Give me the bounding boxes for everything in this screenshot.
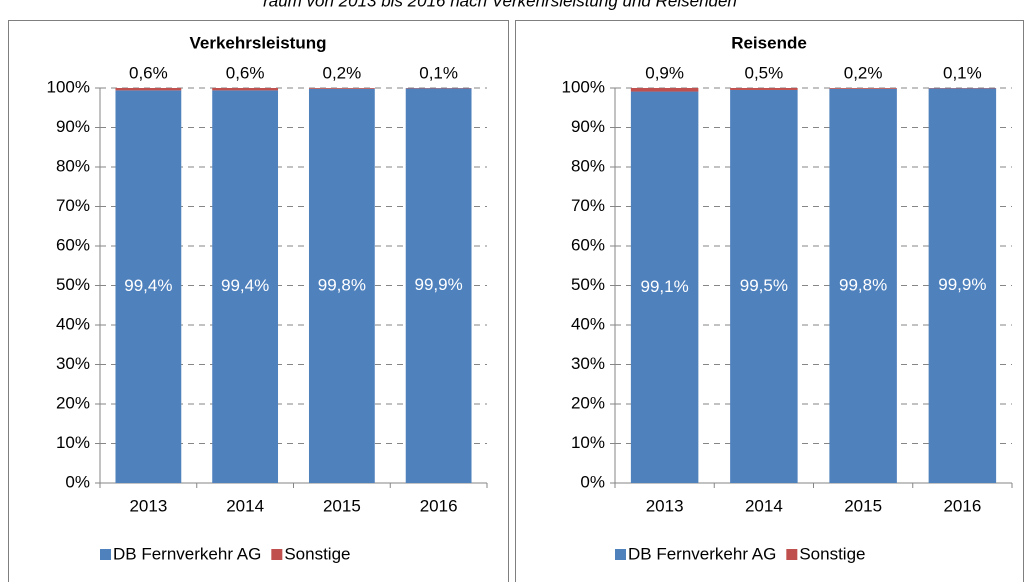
y-tick-label: 100% xyxy=(47,77,90,96)
data-label: 99,5% xyxy=(740,276,788,295)
x-tick-label: 2015 xyxy=(323,496,361,515)
x-tick-label: 2015 xyxy=(844,496,882,515)
y-tick-label: 90% xyxy=(56,117,90,136)
legend-label: Sonstige xyxy=(799,544,865,563)
legend-label: Sonstige xyxy=(284,544,350,563)
y-tick-label: 0% xyxy=(65,472,90,491)
data-label: 99,9% xyxy=(938,275,986,294)
legend-swatch xyxy=(271,549,282,560)
data-label: 99,4% xyxy=(124,276,172,295)
y-tick-label: 0% xyxy=(580,472,605,491)
y-tick-label: 70% xyxy=(571,196,605,215)
y-tick-label: 70% xyxy=(56,196,90,215)
data-label: 99,8% xyxy=(839,275,887,294)
x-tick-label: 2014 xyxy=(745,496,783,515)
legend-swatch xyxy=(786,549,797,560)
data-label: 99,1% xyxy=(641,277,689,296)
data-label: 99,8% xyxy=(318,275,366,294)
data-label: 0,1% xyxy=(419,63,458,82)
chart-title: Reisende xyxy=(731,33,807,52)
data-label: 99,9% xyxy=(415,275,463,294)
y-tick-label: 30% xyxy=(571,354,605,373)
subtitle: raum von 2013 bis 2016 nach Verkehrsleis… xyxy=(263,0,737,10)
y-tick-label: 40% xyxy=(571,314,605,333)
x-tick-label: 2013 xyxy=(646,496,684,515)
y-tick-label: 60% xyxy=(571,235,605,254)
chart-title: Verkehrsleistung xyxy=(189,33,326,52)
data-label: 0,2% xyxy=(323,63,362,82)
legend-swatch xyxy=(615,549,626,560)
data-label: 0,1% xyxy=(943,63,982,82)
y-tick-label: 50% xyxy=(56,275,90,294)
bar-segment xyxy=(309,88,375,89)
y-tick-label: 100% xyxy=(562,77,605,96)
y-tick-label: 10% xyxy=(571,433,605,452)
bar-segment xyxy=(212,88,278,90)
data-label: 0,6% xyxy=(226,63,265,82)
bar-segment xyxy=(115,88,181,90)
legend-label: DB Fernverkehr AG xyxy=(628,544,776,563)
y-tick-label: 50% xyxy=(571,275,605,294)
x-tick-label: 2016 xyxy=(420,496,458,515)
data-label: 0,9% xyxy=(645,63,684,82)
y-tick-label: 30% xyxy=(56,354,90,373)
y-tick-label: 90% xyxy=(571,117,605,136)
x-tick-label: 2014 xyxy=(226,496,264,515)
y-tick-label: 40% xyxy=(56,314,90,333)
x-tick-label: 2016 xyxy=(943,496,981,515)
bar-segment xyxy=(730,88,797,90)
data-label: 0,5% xyxy=(745,63,784,82)
x-tick-label: 2013 xyxy=(129,496,167,515)
y-tick-label: 80% xyxy=(56,156,90,175)
y-tick-label: 20% xyxy=(56,393,90,412)
y-tick-label: 60% xyxy=(56,235,90,254)
y-tick-label: 80% xyxy=(571,156,605,175)
data-label: 0,2% xyxy=(844,63,883,82)
bar-segment xyxy=(829,88,896,89)
data-label: 0,6% xyxy=(129,63,168,82)
data-label: 99,4% xyxy=(221,276,269,295)
y-tick-label: 20% xyxy=(571,393,605,412)
y-tick-label: 10% xyxy=(56,433,90,452)
bar-segment xyxy=(631,88,698,92)
legend-swatch xyxy=(100,549,111,560)
legend-label: DB Fernverkehr AG xyxy=(113,544,261,563)
